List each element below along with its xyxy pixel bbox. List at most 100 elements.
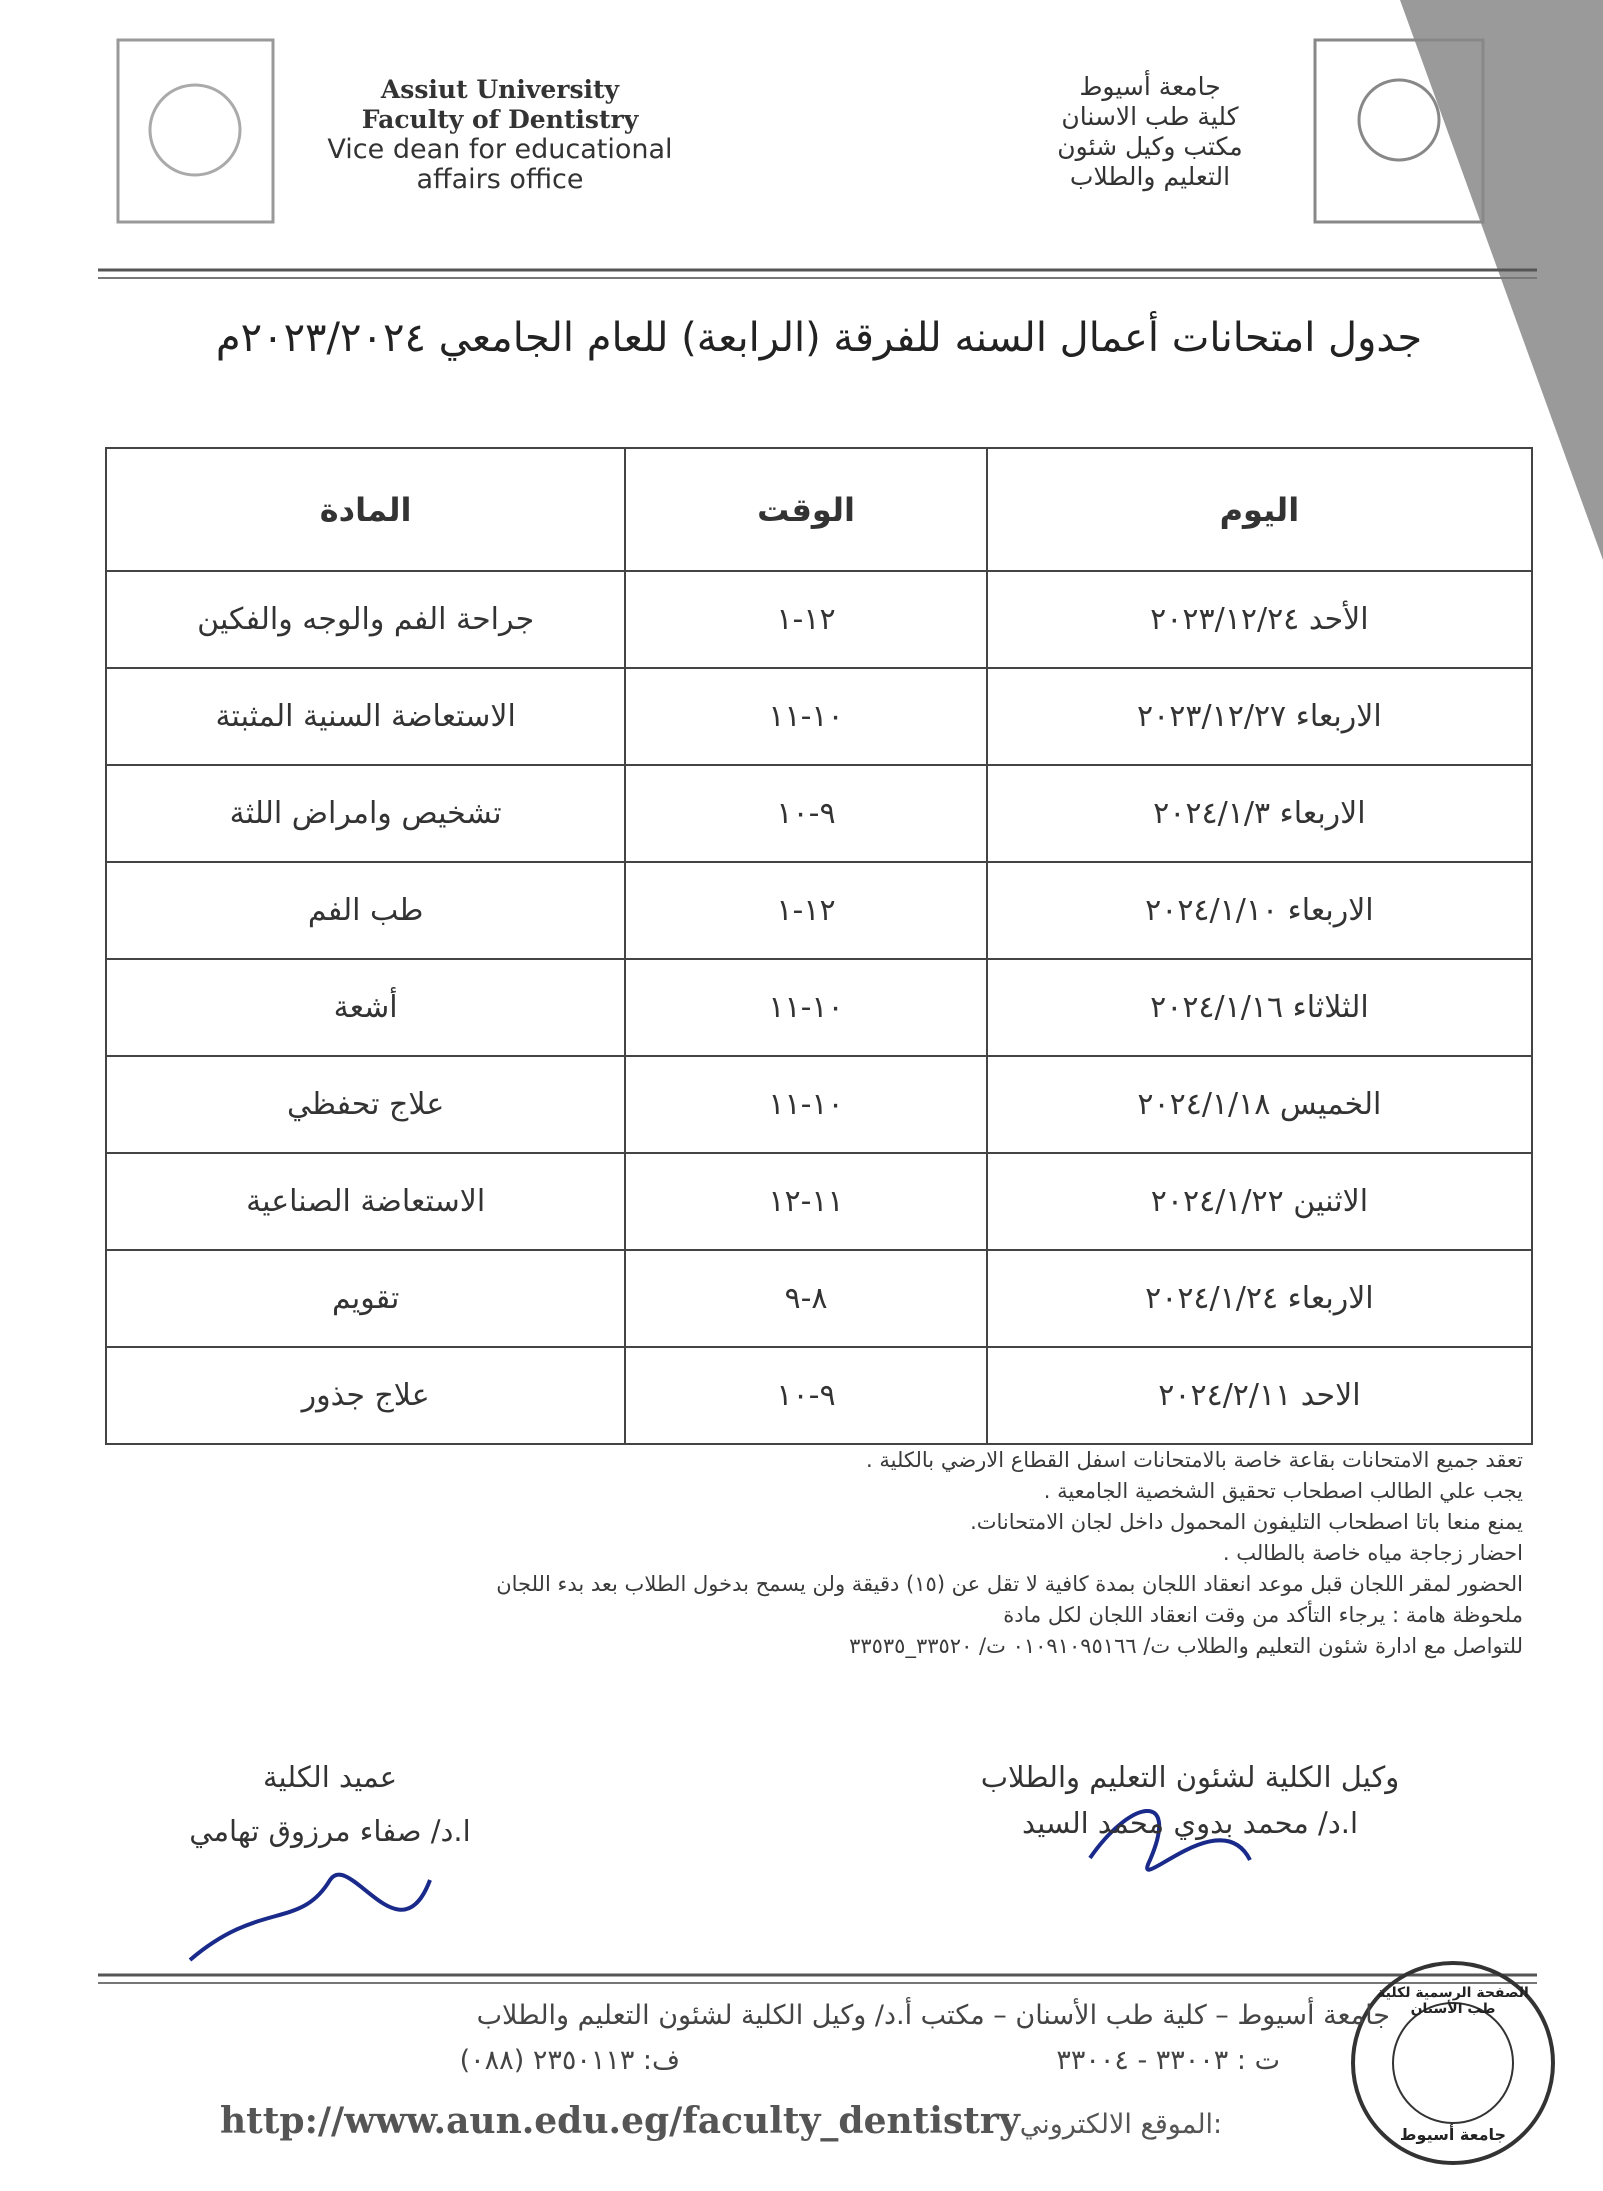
note-line: للتواصل مع ادارة شئون التعليم والطلاب ت/…: [849, 1634, 1523, 1658]
signature: [188, 1872, 432, 1962]
time-cell: ١٢-١١: [624, 1152, 988, 1251]
signature-name: ا.د/ صفاء مرزوق تهامي: [189, 1814, 471, 1848]
subject-cell-text: علاج جذور: [301, 1378, 430, 1413]
time-cell-text: ١١-١٠: [768, 699, 844, 734]
header-line: مكتب وكيل شئون: [1057, 132, 1243, 161]
time-cell-text: ١١-١٠: [768, 1087, 844, 1122]
subject-cell-text: تشخيص وامراض اللثة: [229, 796, 502, 831]
table-row: الاحد ٢٠٢٤/٢/١١ ١٠-٩ علاج جذور: [104, 1346, 1534, 1445]
title: جدول امتحانات أعمال السنه للفرقة (الرابع…: [215, 315, 1423, 361]
table-row: الاربعاء ٢٠٢٤/١/١٠ ١-١٢ طب الفم: [104, 861, 1534, 960]
time-cell: ١٠-٩: [624, 1346, 988, 1445]
time-cell-text: ٩-٨: [784, 1281, 828, 1316]
footer-fax: ف: ٢٣٥٠١١٣ (٠٨٨): [459, 2045, 680, 2076]
table-row: الخميس ٢٠٢٤/١/١٨ ١١-١٠ علاج تحفظي: [104, 1055, 1534, 1154]
logo-right-emblem: [1357, 78, 1441, 162]
day-cell: الاربعاء ٢٠٢٤/١/١٠: [985, 861, 1534, 960]
subject-cell-text: طب الفم: [307, 893, 424, 928]
day-cell-text: الاربعاء ٢٠٢٤/١/٣: [1153, 796, 1366, 831]
footer-website: http://www.aun.edu.eg/faculty_dentistry …: [220, 2100, 1390, 2142]
time-cell: ١١-١٠: [624, 667, 988, 766]
day-cell-text: الخميس ٢٠٢٤/١/١٨: [1137, 1087, 1382, 1122]
subject-cell: جراحة الفم والوجه والفكين: [104, 570, 627, 669]
table-row: الأحد ٢٠٢٣/١٢/٢٤ ١-١٢ جراحة الفم والوجه وا…: [104, 570, 1534, 669]
footer-address: جامعة أسيوط – كلية طب الأسنان – مكتب أ.د…: [476, 2000, 1390, 2031]
subject-cell: علاج تحفظي: [104, 1055, 627, 1154]
day-cell-text: الاثنين ٢٠٢٤/١/٢٢: [1150, 1184, 1369, 1219]
time-cell-text: ١٢-١١: [768, 1184, 844, 1219]
table-row: الاربعاء ٢٠٢٤/١/٢٤ ٩-٨ تقويم: [104, 1249, 1534, 1348]
stamp-inner: [1392, 2002, 1514, 2124]
time-cell-text: ١-١٢: [776, 602, 836, 637]
vice-dean-signature: وكيل الكلية لشئون التعليم والطلاب ا.د/ م…: [880, 1760, 1500, 1840]
day-cell-text: الاحد ٢٠٢٤/٢/١١: [1158, 1378, 1361, 1413]
day-cell-text: الاربعاء ٢٠٢٣/١٢/٢٧: [1137, 699, 1382, 734]
day-cell: الاثنين ٢٠٢٤/١/٢٢: [985, 1152, 1534, 1251]
time-cell: ١١-١٠: [624, 1055, 988, 1154]
dean-signature: عميد الكلية ا.د/ صفاء مرزوق تهامي: [80, 1760, 580, 1848]
english-header: Assiut University Faculty of Dentistry V…: [300, 75, 700, 195]
subject-cell: تقويم: [104, 1249, 627, 1348]
time-cell-text: ١٠-٩: [776, 796, 836, 831]
time-cell-text: ١٠-٩: [776, 1378, 836, 1413]
note-line: يجب علي الطالب اصطحاب تحقيق الشخصية الجا…: [1043, 1479, 1523, 1503]
notes: تعقد جميع الامتحانات بقاعة خاصة بالامتحا…: [80, 1445, 1523, 1662]
note-line: الحضور لمقر اللجان قبل موعد انعقاد اللجا…: [496, 1572, 1523, 1596]
subject-cell: أشعة: [104, 958, 627, 1057]
subject-cell-text: جراحة الفم والوجه والفكين: [197, 602, 535, 637]
header-line: كلية طب الاسنان: [1061, 102, 1239, 131]
header-line: affairs office: [416, 164, 584, 195]
logo-right: [1313, 38, 1485, 224]
footer-url: http://www.aun.edu.eg/faculty_dentistry: [220, 2100, 1020, 2142]
subject-cell: علاج جذور: [104, 1346, 627, 1445]
day-cell-text: الاربعاء ٢٠٢٤/١/١٠: [1145, 893, 1374, 928]
column-header: الوقت: [624, 447, 988, 572]
day-cell: الاربعاء ٢٠٢٤/١/٣: [985, 764, 1534, 863]
table-row: الاربعاء ٢٠٢٤/١/٣ ١٠-٩ تشخيص وامراض اللثة: [104, 764, 1534, 863]
signature-name: ا.د/ محمد بدوي محمد السيد: [1021, 1806, 1359, 1840]
column-header: اليوم: [985, 447, 1534, 572]
note-line: ملحوظة هامة : يرجاء التأكد من وقت انعقاد…: [1003, 1603, 1523, 1627]
note-line: احضار زجاجة مياه خاصة بالطالب .: [1222, 1541, 1523, 1565]
signature: [1088, 1809, 1252, 1872]
table-row: الثلاثاء ٢٠٢٤/١/١٦ ١١-١٠ أشعة: [104, 958, 1534, 1057]
time-cell: ١-١٢: [624, 570, 988, 669]
table-body: الأحد ٢٠٢٣/١٢/٢٤ ١-١٢ جراحة الفم والوجه وا…: [104, 570, 1534, 1445]
logo-left-emblem: [148, 83, 242, 177]
stamp-top: الصفحة الرسمية لكلية طب الأسنان: [1377, 1985, 1529, 2017]
subject-cell-text: أشعة: [333, 990, 398, 1025]
header-row: اليوم الوقت المادة: [104, 447, 1534, 572]
header-line: Faculty of Dentistry: [361, 105, 639, 134]
subject-cell: طب الفم: [104, 861, 627, 960]
subject-cell-text: الاستعاضة الصناعية: [246, 1184, 486, 1219]
day-cell: الأحد ٢٠٢٣/١٢/٢٤: [985, 570, 1534, 669]
subject-cell: تشخيص وامراض اللثة: [104, 764, 627, 863]
day-cell: الاحد ٢٠٢٤/٢/١١: [985, 1346, 1534, 1445]
arabic-header: جامعة أسيوط كلية طب الاسنان مكتب وكيل شئ…: [1000, 72, 1300, 192]
time-cell: ٩-٨: [624, 1249, 988, 1348]
day-cell-text: الأحد ٢٠٢٣/١٢/٢٤: [1150, 602, 1369, 637]
day-cell-text: الاربعاء ٢٠٢٤/١/٢٤: [1145, 1281, 1374, 1316]
column-header: المادة: [104, 447, 627, 572]
time-cell: ١٠-٩: [624, 764, 988, 863]
day-cell: الخميس ٢٠٢٤/١/١٨: [985, 1055, 1534, 1154]
note-line: يمنع منعا باتا اصطحاب التليفون المحمول د…: [970, 1510, 1523, 1534]
signature-title: عميد الكلية: [262, 1760, 398, 1794]
logo-left: [116, 38, 275, 224]
time-cell-text: ١١-١٠: [768, 990, 844, 1025]
subject-cell-text: الاستعاضة السنية المثبتة: [215, 699, 516, 734]
day-cell-text: الثلاثاء ٢٠٢٤/١/١٦: [1150, 990, 1369, 1025]
time-cell-text: ١-١٢: [776, 893, 836, 928]
header-line: Vice dean for educational: [327, 134, 673, 165]
day-cell: الثلاثاء ٢٠٢٤/١/١٦: [985, 958, 1534, 1057]
footer-phone: ت : ٣٣٠٠٣ - ٣٣٠٠٤: [1056, 2045, 1280, 2076]
table-row: الاربعاء ٢٠٢٣/١٢/٢٧ ١١-١٠ الاستعاضة السنية…: [104, 667, 1534, 766]
time-cell: ١-١٢: [624, 861, 988, 960]
subject-cell-text: علاج تحفظي: [287, 1087, 445, 1122]
header-line: التعليم والطلاب: [1069, 162, 1231, 191]
stamp: [1351, 1961, 1555, 2165]
signature-title: وكيل الكلية لشئون التعليم والطلاب: [980, 1760, 1400, 1794]
